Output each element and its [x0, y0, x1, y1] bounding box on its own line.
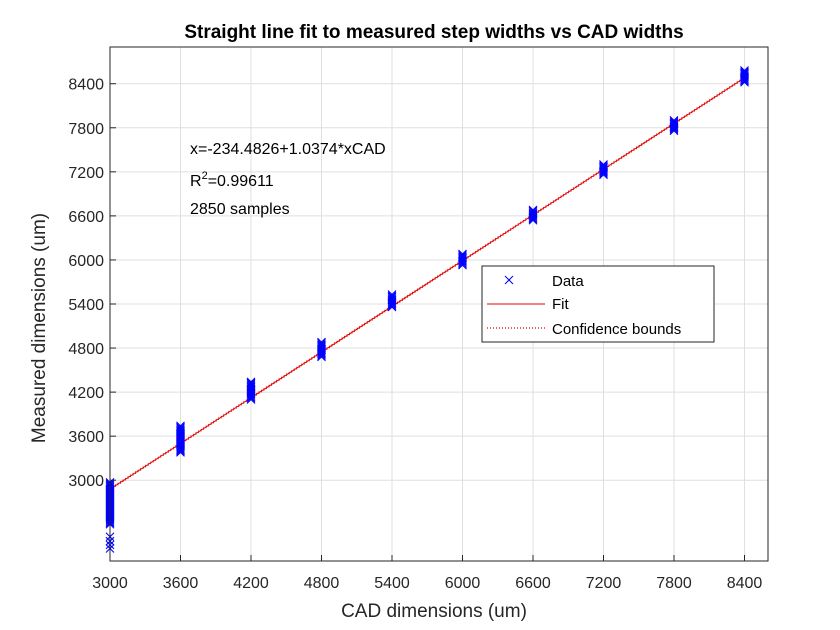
data-points: [105, 66, 749, 553]
x-tick-label: 6000: [445, 575, 481, 592]
y-tick-label: 6600: [68, 209, 104, 226]
y-tick-label: 4200: [68, 385, 104, 402]
data-point: [599, 160, 608, 169]
x-tick-label: 4800: [304, 575, 340, 592]
data-point: [740, 66, 749, 75]
data-point: [317, 340, 326, 350]
data-point: [528, 209, 538, 219]
x-axis-ticks: 3000 3600 4200 4800 5400 6000 6600 7200 7800 8400: [92, 555, 762, 592]
data-point: [387, 291, 397, 301]
r-squared: R2=0.99611: [190, 170, 274, 190]
data-point: [599, 163, 608, 173]
y-axis-ticks: 3000 3600 4200 4800 5400 6000 6600 7200 7800 8400: [68, 77, 116, 490]
y-tick-label: 3600: [68, 429, 104, 446]
data-point: [599, 162, 608, 172]
y-tick-label: 6000: [68, 253, 104, 270]
x-tick-label: 6600: [515, 575, 551, 592]
legend-label-confidence: Confidence bounds: [552, 321, 681, 338]
data-point: [528, 206, 538, 216]
y-tick-label: 3000: [68, 473, 104, 490]
fit-layer: [109, 76, 745, 491]
data-point: [458, 249, 467, 259]
data-point: [176, 425, 185, 435]
legend-label-fit: Fit: [552, 296, 569, 313]
x-tick-label: 7200: [586, 575, 622, 592]
data-point: [246, 377, 256, 387]
data-point: [740, 67, 749, 77]
fit-equation: x=-234.4826+1.0374*xCAD: [190, 141, 386, 158]
legend-marker-data: [504, 275, 514, 285]
data-point: [740, 68, 749, 78]
data-point: [317, 341, 326, 351]
data-point: [669, 118, 679, 128]
data-point: [176, 424, 185, 433]
data-point: [317, 339, 326, 348]
data-point: [387, 292, 397, 302]
data-point: [740, 70, 749, 79]
data-point: [528, 205, 538, 215]
y-tick-label: 8400: [68, 77, 104, 94]
data-point: [246, 380, 256, 389]
data-point: [599, 161, 608, 171]
r-squared-superscript: 2: [202, 170, 208, 182]
data-point: [528, 208, 538, 217]
x-tick-label: 7800: [656, 575, 692, 592]
x-tick-label: 3600: [163, 575, 199, 592]
y-tick-label: 7200: [68, 165, 104, 182]
y-axis-label: Measured dimensions (um): [29, 213, 50, 443]
data-point: [176, 421, 185, 431]
legend-label-data: Data: [552, 273, 584, 290]
data-point: [669, 119, 679, 129]
r-squared-value: =0.99611: [208, 173, 274, 190]
data-point: [176, 422, 185, 432]
data-point: [458, 252, 467, 262]
x-tick-label: 4200: [233, 575, 269, 592]
sample-count: 2850 samples: [190, 201, 290, 218]
y-tick-label: 7800: [68, 121, 104, 138]
data-point: [387, 294, 397, 304]
fit-line: [109, 77, 745, 490]
confidence-bound-line: [109, 78, 745, 491]
chart-title: Straight line fit to measured step width…: [184, 22, 683, 43]
r-squared-prefix: R: [190, 173, 202, 190]
legend: Data Fit Confidence bounds: [481, 265, 715, 343]
x-tick-label: 3000: [92, 575, 128, 592]
data-point: [458, 253, 467, 263]
data-point: [458, 251, 467, 260]
data-point: [246, 378, 256, 388]
y-tick-label: 4800: [68, 341, 104, 358]
x-tick-label: 8400: [727, 575, 763, 592]
y-tick-label: 5400: [68, 297, 104, 314]
data-point: [669, 116, 679, 125]
data-point: [246, 381, 256, 391]
confidence-bound-line: [109, 76, 745, 489]
x-axis-label: CAD dimensions (um): [341, 601, 527, 622]
data-point: [317, 337, 326, 347]
data-point: [387, 290, 397, 299]
x-tick-label: 5400: [374, 575, 410, 592]
data-point: [669, 117, 679, 127]
